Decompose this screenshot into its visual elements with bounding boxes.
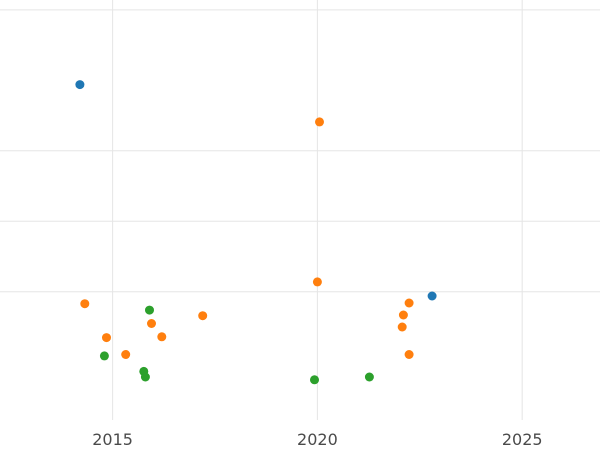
data-point-orange (398, 310, 408, 320)
data-point-orange (80, 299, 90, 309)
data-point-green (145, 305, 154, 315)
data-point-blue (75, 80, 85, 90)
data-point-orange (147, 319, 156, 328)
data-point-orange (404, 298, 414, 308)
data-point-orange (157, 332, 167, 342)
data-point-orange (397, 322, 407, 332)
data-point-orange (121, 350, 131, 359)
x-tick-label: 2025 (502, 430, 543, 449)
data-point-green (310, 375, 319, 385)
x-tick-label: 2020 (297, 430, 338, 449)
data-point-orange (315, 117, 324, 127)
data-point-green (140, 372, 150, 382)
data-point-green (99, 351, 109, 361)
data-point-orange (102, 333, 111, 343)
data-point-orange (198, 311, 208, 321)
data-point-orange (404, 350, 414, 359)
data-point-green (364, 372, 374, 382)
x-tick-label: 2015 (92, 430, 133, 449)
data-point-blue (427, 291, 437, 301)
data-point-orange (312, 277, 322, 287)
